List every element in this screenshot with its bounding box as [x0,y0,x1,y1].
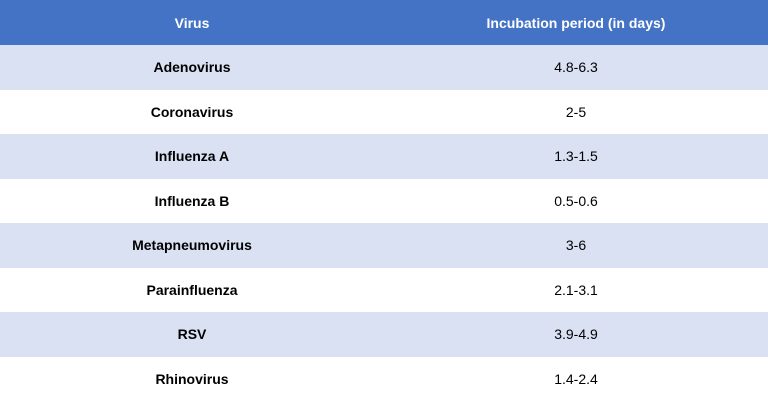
incubation-value: 3-6 [565,237,587,254]
incubation-value: 0.5-0.6 [554,192,598,209]
incubation-value: 2.1-3.1 [554,281,598,298]
table-row: Coronavirus 2-5 [0,89,768,134]
virus-name: Rhinovirus [155,370,229,387]
virus-name: Influenza B [154,192,230,209]
incubation-value: 3.9-4.9 [554,326,598,343]
table-row: Influenza A 1.3-1.5 [0,134,768,179]
virus-name: Parainfluenza [146,281,238,298]
table-row: RSV 3.9-4.9 [0,312,768,357]
table-row: Metapneumovirus 3-6 [0,223,768,268]
table-row: Parainfluenza 2.1-3.1 [0,267,768,312]
table-row: Influenza B 0.5-0.6 [0,178,768,223]
virus-name: Influenza A [154,148,230,165]
incubation-value: 2-5 [565,103,587,120]
table-header-row: Virus Incubation period (in days) [0,0,768,45]
incubation-value: 4.8-6.3 [554,59,598,76]
virus-name: Adenovirus [153,59,231,76]
virus-name: Metapneumovirus [132,237,252,254]
incubation-value: 1.4-2.4 [554,370,598,387]
incubation-value: 1.3-1.5 [554,148,598,165]
virus-name: Coronavirus [150,103,234,120]
header-virus: Virus [174,14,210,31]
virus-name: RSV [177,326,207,343]
table-row: Adenovirus 4.8-6.3 [0,45,768,90]
table-row: Rhinovirus 1.4-2.4 [0,356,768,401]
header-incubation-period: Incubation period (in days) [486,14,666,31]
